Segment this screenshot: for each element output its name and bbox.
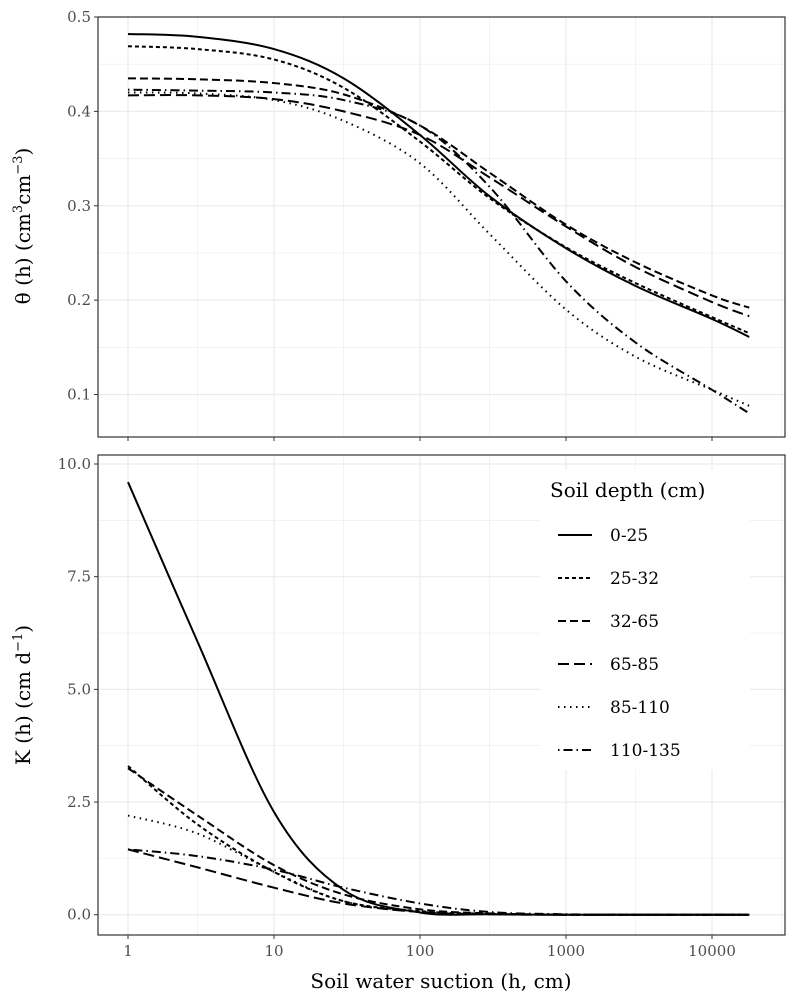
y-tick-label: 5.0 <box>67 680 91 698</box>
series-line-0-25 <box>127 32 750 338</box>
series-line-110-135 <box>127 848 750 916</box>
y-tick-label: 0.2 <box>67 291 91 309</box>
series-line-25-32 <box>127 45 750 335</box>
y-tick-label: 0.5 <box>67 8 91 26</box>
y-tick-label: 7.5 <box>67 568 91 586</box>
series-line-85-110 <box>127 91 750 407</box>
x-tick-label: 10000 <box>688 942 736 960</box>
conductivity-panel: 0.0 2.5 5.0 7.5 10.0 1 10 100 1000 10000 Soil dept… <box>58 454 786 960</box>
series-line-65-85 <box>127 94 750 318</box>
legend-label: 85-110 <box>610 698 670 718</box>
x-tick-label: 10 <box>264 942 283 960</box>
legend-label: 110-135 <box>610 741 681 761</box>
y-tick-label: 0.0 <box>67 906 91 924</box>
legend-key-background <box>553 689 597 725</box>
theta-y-axis-label: θ (h) (cm3cm−3) <box>11 148 35 305</box>
legend-label: 0-25 <box>610 526 648 546</box>
y-tick-label: 10.0 <box>58 455 91 473</box>
legend: Soil depth (cm) 0-25 25-32 32-65 65-85 85-110… <box>540 470 750 770</box>
panel-border <box>97 454 786 936</box>
series-line-32-65 <box>127 77 750 309</box>
panel-border <box>97 16 786 438</box>
x-axis-label: Soil water suction (h, cm) <box>310 969 571 993</box>
x-tick-label: 100 <box>406 942 435 960</box>
theta-panel: 0.1 0.2 0.3 0.4 0.5 <box>67 8 786 441</box>
legend-label: 32-65 <box>610 612 659 632</box>
y-tick-label: 2.5 <box>67 793 91 811</box>
legend-label: 65-85 <box>610 655 659 675</box>
series-line-32-65 <box>127 767 750 916</box>
y-tick-label: 0.1 <box>67 386 91 404</box>
legend-title: Soil depth (cm) <box>550 478 705 502</box>
legend-label: 25-32 <box>610 569 659 589</box>
x-tick-label: 1 <box>123 942 133 960</box>
series-line-25-32 <box>127 765 750 916</box>
x-tick-label: 1000 <box>547 942 585 960</box>
y-tick-label: 0.3 <box>67 197 91 215</box>
y-tick-label: 0.4 <box>67 102 91 120</box>
series-line-110-135 <box>127 88 750 415</box>
k-y-axis-label: K (h) (cm d−1) <box>11 625 35 765</box>
